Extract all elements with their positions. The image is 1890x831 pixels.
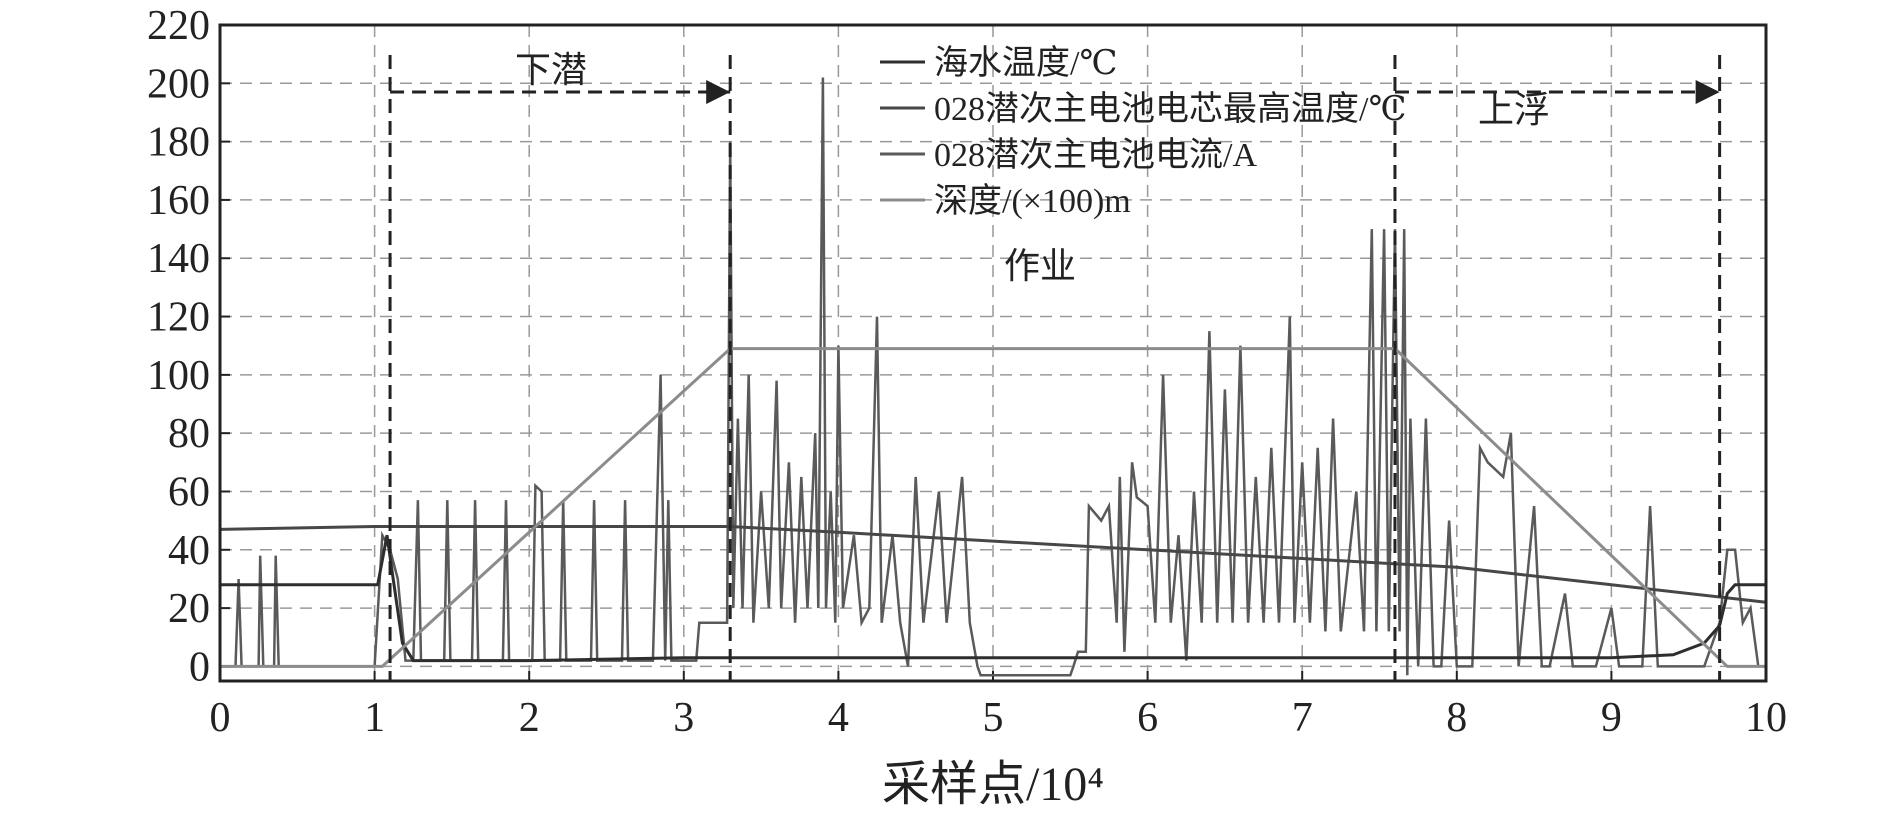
legend-label: 海水温度/℃ bbox=[934, 44, 1117, 82]
y-tick-label: 0 bbox=[189, 644, 210, 690]
y-tick-label: 140 bbox=[147, 236, 210, 282]
y-tick-label: 120 bbox=[147, 295, 210, 341]
legend-label: 028潜次主电池电芯最高温度/℃ bbox=[934, 90, 1406, 128]
x-tick-label: 2 bbox=[519, 695, 540, 741]
x-tick-label: 1 bbox=[364, 695, 385, 741]
y-tick-label: 220 bbox=[147, 3, 210, 49]
legend-label: 028潜次主电池电流/A bbox=[934, 136, 1257, 174]
x-tick-label: 10 bbox=[1745, 695, 1787, 741]
x-tick-label: 5 bbox=[983, 695, 1004, 741]
series-line bbox=[220, 347, 1766, 668]
y-tick-label: 160 bbox=[147, 178, 210, 224]
x-tick-label: 7 bbox=[1292, 695, 1313, 741]
x-tick-label: 4 bbox=[828, 695, 849, 741]
annotation: 下潜 bbox=[515, 50, 587, 90]
y-tick-label: 20 bbox=[168, 586, 210, 632]
series-line bbox=[219, 525, 1767, 604]
x-axis-title: 采样点/10⁴ bbox=[882, 758, 1104, 811]
y-tick-label: 80 bbox=[168, 411, 210, 457]
plot-frame bbox=[218, 23, 1768, 683]
x-tick-label: 6 bbox=[1137, 695, 1158, 741]
y-tick-label: 60 bbox=[168, 469, 210, 515]
y-tick-label: 200 bbox=[147, 61, 210, 107]
legend-label: 深度/(×100)m bbox=[934, 182, 1131, 220]
annotation: 上浮 bbox=[1478, 90, 1550, 130]
x-tick-label: 3 bbox=[673, 695, 694, 741]
x-tick-label: 9 bbox=[1601, 695, 1622, 741]
x-tick-label: 0 bbox=[210, 695, 231, 741]
series-line bbox=[220, 77, 1766, 677]
y-tick-label: 40 bbox=[168, 528, 210, 574]
y-tick-label: 180 bbox=[147, 120, 210, 166]
x-tick-label: 8 bbox=[1446, 695, 1467, 741]
annotation: 作业 bbox=[1004, 246, 1076, 286]
y-tick-label: 100 bbox=[147, 353, 210, 399]
series-line bbox=[220, 534, 1766, 663]
